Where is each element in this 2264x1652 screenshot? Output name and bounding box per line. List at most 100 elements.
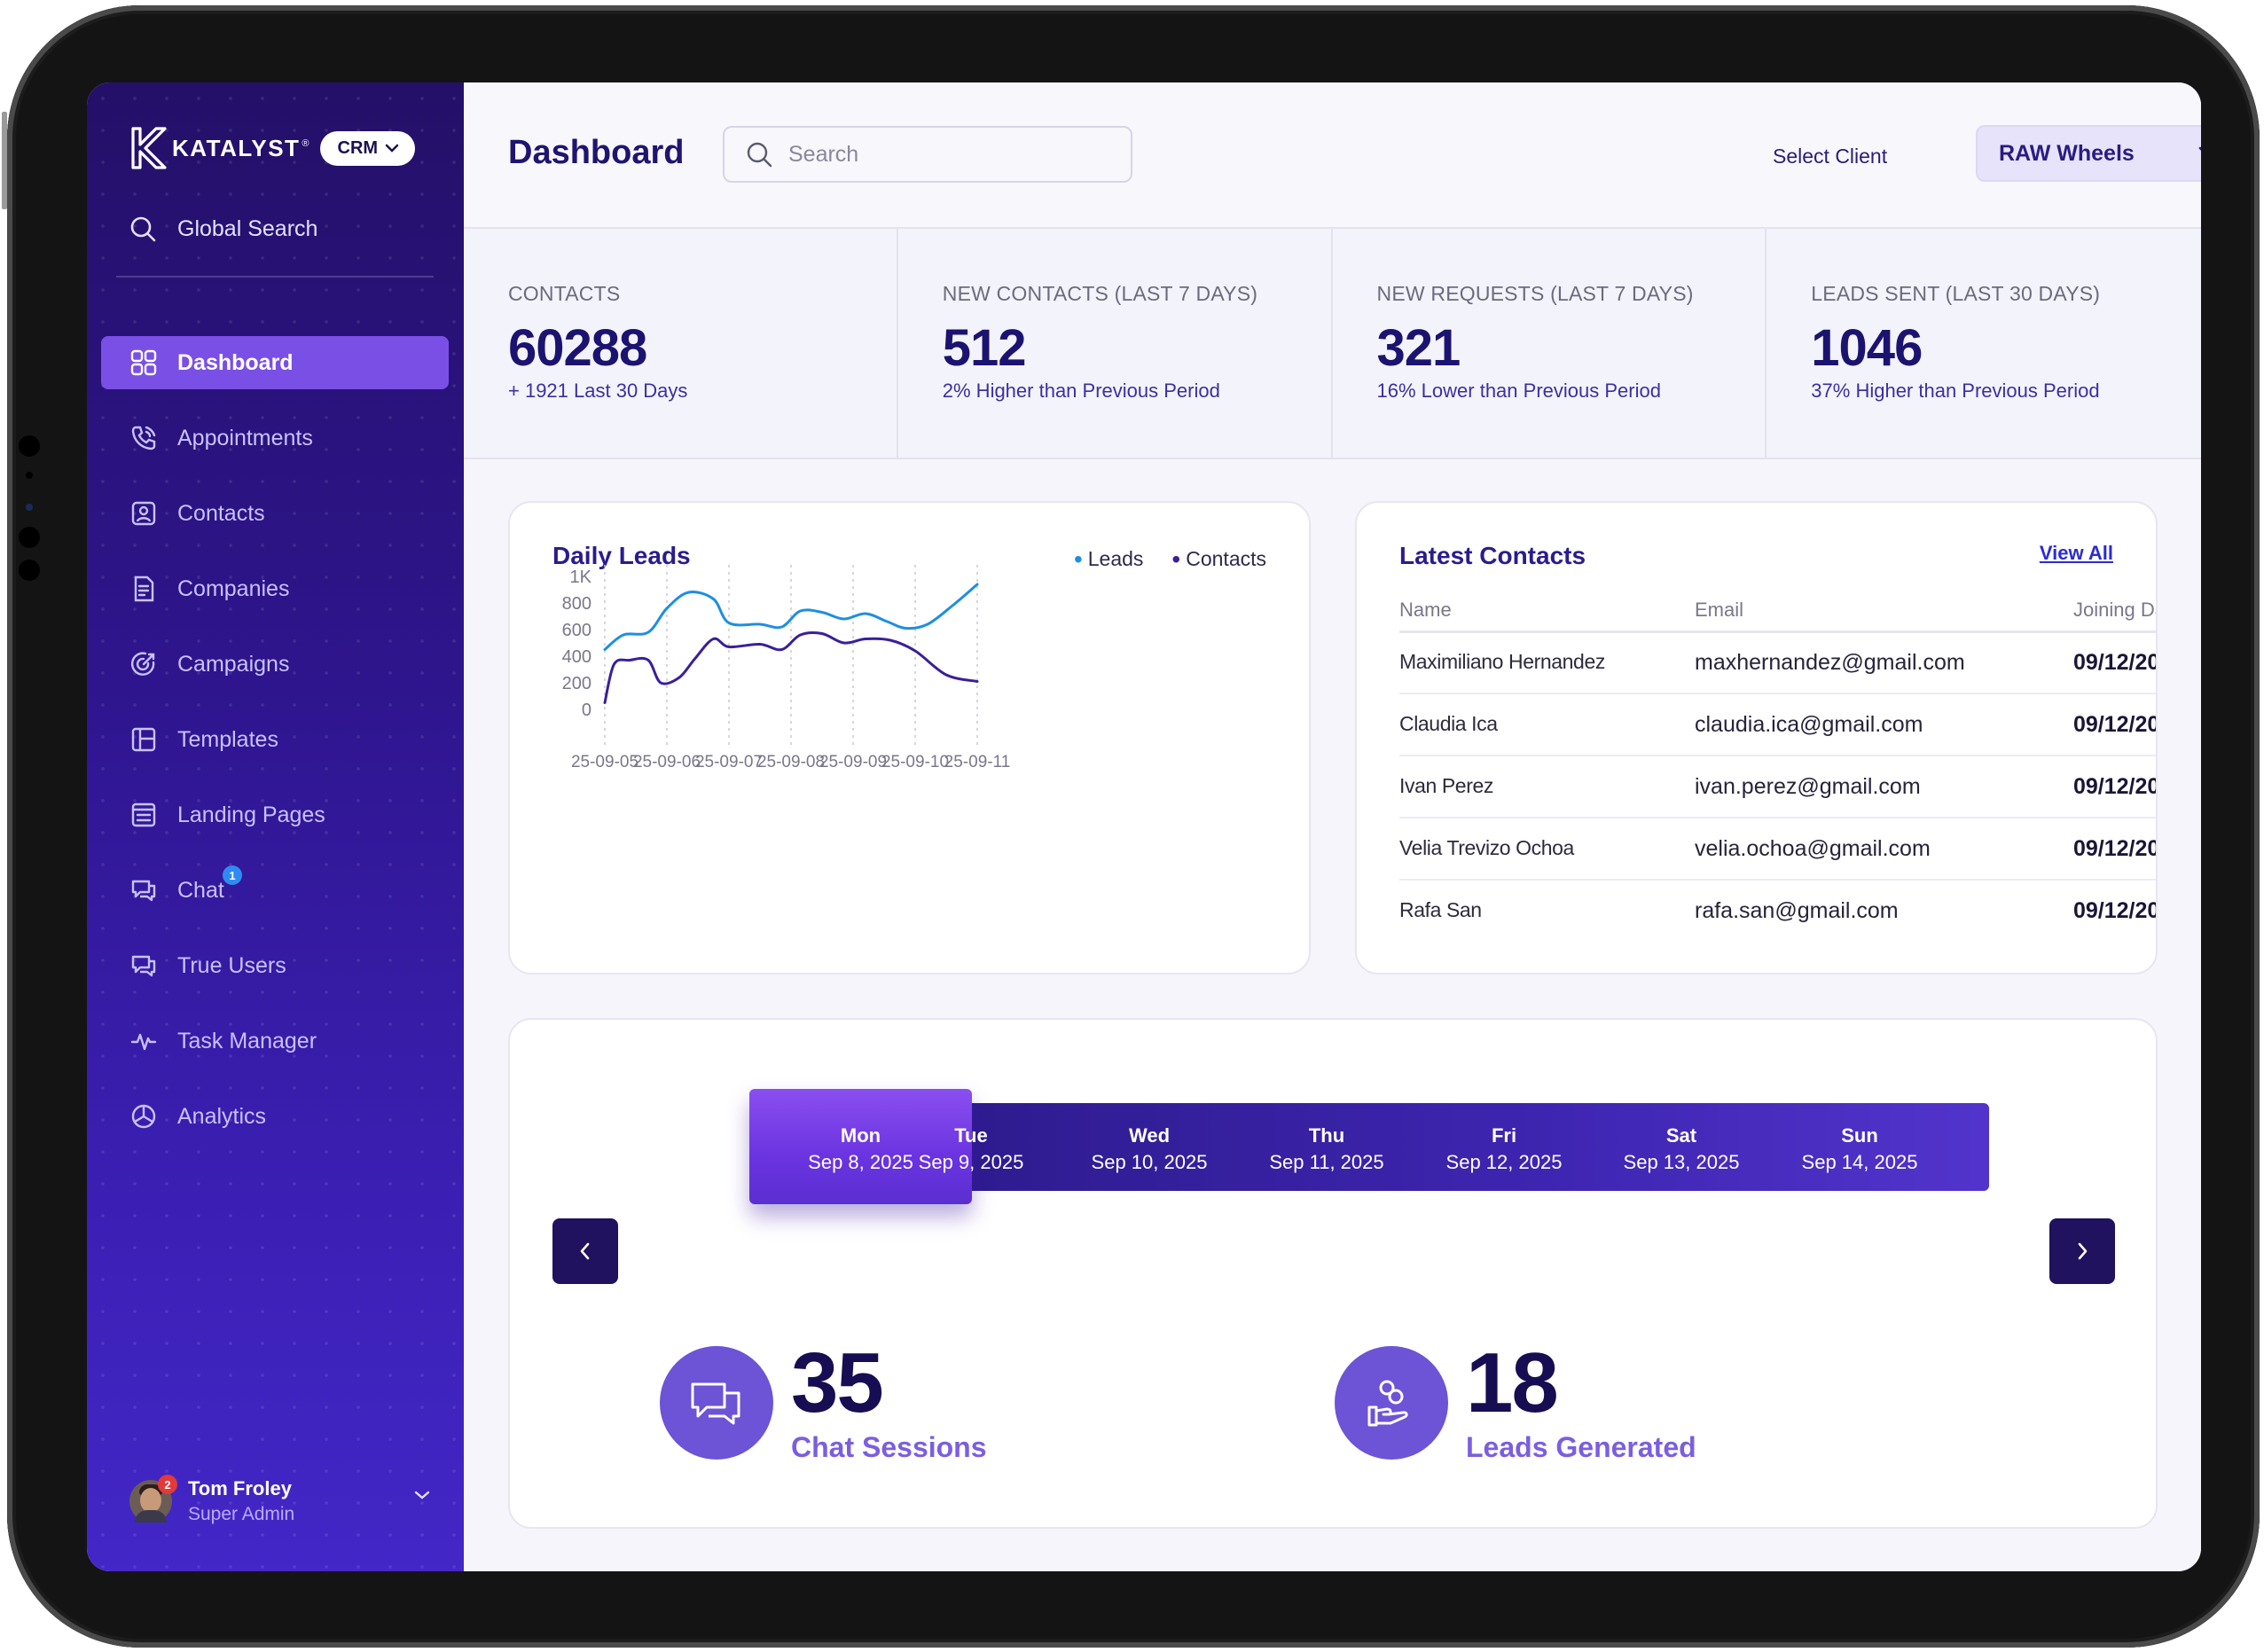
chevron-down-icon[interactable] [413,1490,431,1500]
day-tab-wed[interactable]: Wed Sep 10, 2025 [1091,1124,1208,1173]
stat-subtext: 37% Higher than Previous Period [1811,380,2100,402]
next-week-button[interactable] [2049,1218,2115,1284]
search-input[interactable] [787,140,1109,168]
day-tab-sat[interactable]: Sat Sep 13, 2025 [1623,1124,1740,1173]
x-tick-label: 25-09-09 [819,753,887,771]
stat-leads-sent: LEADS SENT (LAST 30 DAYS) 1046 37% Highe… [1767,229,2201,458]
view-all-link[interactable]: View All [2039,542,2113,564]
x-tick-label: 25-09-11 [944,753,1011,771]
chevron-down-icon [385,144,399,153]
sidebar-item-label: Campaigns [177,651,290,677]
previous-week-button[interactable] [552,1218,618,1284]
sidebar-item-label: Companies [177,575,290,601]
x-tick-label: 25-09-07 [695,753,763,771]
sidebar-item-dashboard[interactable]: Dashboard [101,336,449,389]
select-client-label: Select Client [1773,145,1888,168]
kpi-label: Leads Generated [1466,1431,1696,1463]
table-row[interactable]: Claudia Ica claudia.ica@gmail.com 09/12/… [1399,693,2158,756]
column-header-joining-date[interactable]: Joining Da [2073,599,2158,621]
series-line-contacts [603,631,979,704]
sidebar-item-contacts[interactable]: Contacts [101,487,449,540]
contact-name: Maximiliano Hernandez [1399,650,1605,673]
kpi-icon-circle [660,1345,773,1460]
sidebar-item-templates[interactable]: Templates [101,713,449,766]
stat-new-contacts: NEW CONTACTS (LAST 7 DAYS) 512 2% Higher… [898,229,1333,458]
kpi-chat-sessions: 35 Chat Sessions [660,1341,987,1464]
sidebar-item-label: Appointments [177,425,313,450]
sidebar-item-landing-pages[interactable]: Landing Pages [101,788,449,842]
stat-value: 1046 [1811,319,1923,377]
contact-email: ivan.perez@gmail.com [1695,774,1921,799]
pie-chart-icon [131,1104,156,1129]
stat-subtext: 2% Higher than Previous Period [942,380,1220,402]
x-tick-label: 25-09-10 [881,753,949,771]
chart-legend: • Leads • Contacts [1073,544,1266,573]
table-row[interactable]: Maximiliano Hernandez maxhernandez@gmail… [1399,630,2156,694]
stat-label: NEW REQUESTS (LAST 7 DAYS) [1376,282,1694,305]
contact-card-icon [131,501,156,526]
sidebar-item-appointments[interactable]: Appointments [101,411,449,465]
sensor-dot [19,435,40,457]
daily-leads-card: Daily Leads • Leads • Contacts 25-09-05 25-… [508,501,1311,975]
contact-joining-date: 09/12/20 [2073,898,2158,923]
contact-joining-date: 09/12/20 [2073,836,2158,861]
latest-contacts-title: Latest Contacts [1399,542,1586,569]
day-tab-tue[interactable]: Tue Sep 9, 2025 [918,1124,1024,1173]
user-role: Super Admin [188,1504,295,1524]
latest-contacts-card: Latest Contacts View All Name Email Join… [1355,501,2158,975]
contact-joining-date: 09/12/20 [2073,774,2158,799]
notification-badge: 2 [158,1475,177,1494]
stat-value: 60288 [508,319,647,377]
client-select[interactable]: RAW Wheels [1976,125,2201,182]
hand-coins-icon [1367,1380,1408,1426]
stat-value: 321 [1376,319,1461,377]
sidebar-item-task-manager[interactable]: Task Manager [101,1014,449,1068]
global-search[interactable]: Global Search [129,215,317,242]
day-tab-thu[interactable]: Thu Sep 11, 2025 [1269,1124,1384,1173]
sidebar-item-campaigns[interactable]: Campaigns [101,638,449,691]
table-row[interactable]: Ivan Perez ivan.perez@gmail.com 09/12/20 [1399,755,2158,818]
contact-email: claudia.ica@gmail.com [1695,712,1923,737]
stat-new-requests: NEW REQUESTS (LAST 7 DAYS) 321 16% Lower… [1333,229,1767,458]
column-header-name[interactable]: Name [1399,599,1452,621]
sidebar-item-label: Dashboard [177,349,294,375]
sensor-dot [19,560,40,581]
day-tab-sun[interactable]: Sun Sep 14, 2025 [1801,1124,1918,1173]
kpi-value: 35 [791,1335,884,1430]
sidebar-item-analytics[interactable]: Analytics [101,1090,449,1143]
sidebar-item-chat[interactable]: Chat 1 [101,864,449,917]
sidebar-item-true-users[interactable]: True Users [101,939,449,992]
contact-email: velia.ochoa@gmail.com [1695,836,1931,861]
sidebar-item-label: Contacts [177,500,265,526]
table-row[interactable]: Velia Trevizo Ochoa velia.ochoa@gmail.co… [1399,817,2158,881]
sidebar-item-label: Analytics [177,1103,267,1129]
legend-item-contacts[interactable]: • Contacts [1171,545,1266,573]
top-bar: Dashboard Select Client RAW Wheels [464,82,2201,227]
stat-subtext: 16% Lower than Previous Period [1376,380,1661,402]
table-header: Name Email Joining Da [1399,599,2158,633]
contact-name: Rafa San [1399,898,1482,921]
day-tab-fri[interactable]: Fri Sep 12, 2025 [1445,1124,1563,1173]
kpi-leads-generated: 18 Leads Generated [1335,1341,1696,1464]
table-row[interactable]: Rafa San rafa.san@gmail.com 09/12/20 [1399,879,2158,941]
y-tick-label: 200 [562,674,591,693]
selected-client: RAW Wheels [1999,140,2135,166]
user-profile[interactable]: 2 Tom Froley Super Admin [129,1475,431,1525]
avatar: 2 [129,1475,177,1523]
series-line-leads [603,583,979,651]
legend-item-leads[interactable]: • Leads [1073,545,1144,573]
stat-contacts: CONTACTS 60288 + 1921 Last 30 Days [464,229,898,458]
sidebar-item-label: True Users [177,952,286,978]
main-content: Dashboard Select Client RAW Wheels CONTA… [464,82,2201,1571]
daily-activity-card: Mon Sep 8, 2025 Tue Sep 9, 2025 Wed Sep 10… [508,1018,2158,1529]
crm-switcher[interactable]: CRM [319,130,416,166]
stat-value: 512 [942,319,1027,377]
day-tab-mon[interactable]: Mon Sep 8, 2025 [749,1089,972,1204]
column-header-email[interactable]: Email [1695,599,1744,621]
sidebar-item-companies[interactable]: Companies [101,562,449,615]
brand-logo[interactable]: KATALYST ® CRM [129,125,416,171]
daily-leads-chart: 25-09-0525-09-0625-09-0725-09-0825-09-09… [562,565,1011,771]
app-screen: KATALYST ® CRM Global Search Dashboard [87,82,2201,1571]
search-field[interactable] [723,126,1132,183]
contact-joining-date: 09/12/20 [2073,712,2158,737]
